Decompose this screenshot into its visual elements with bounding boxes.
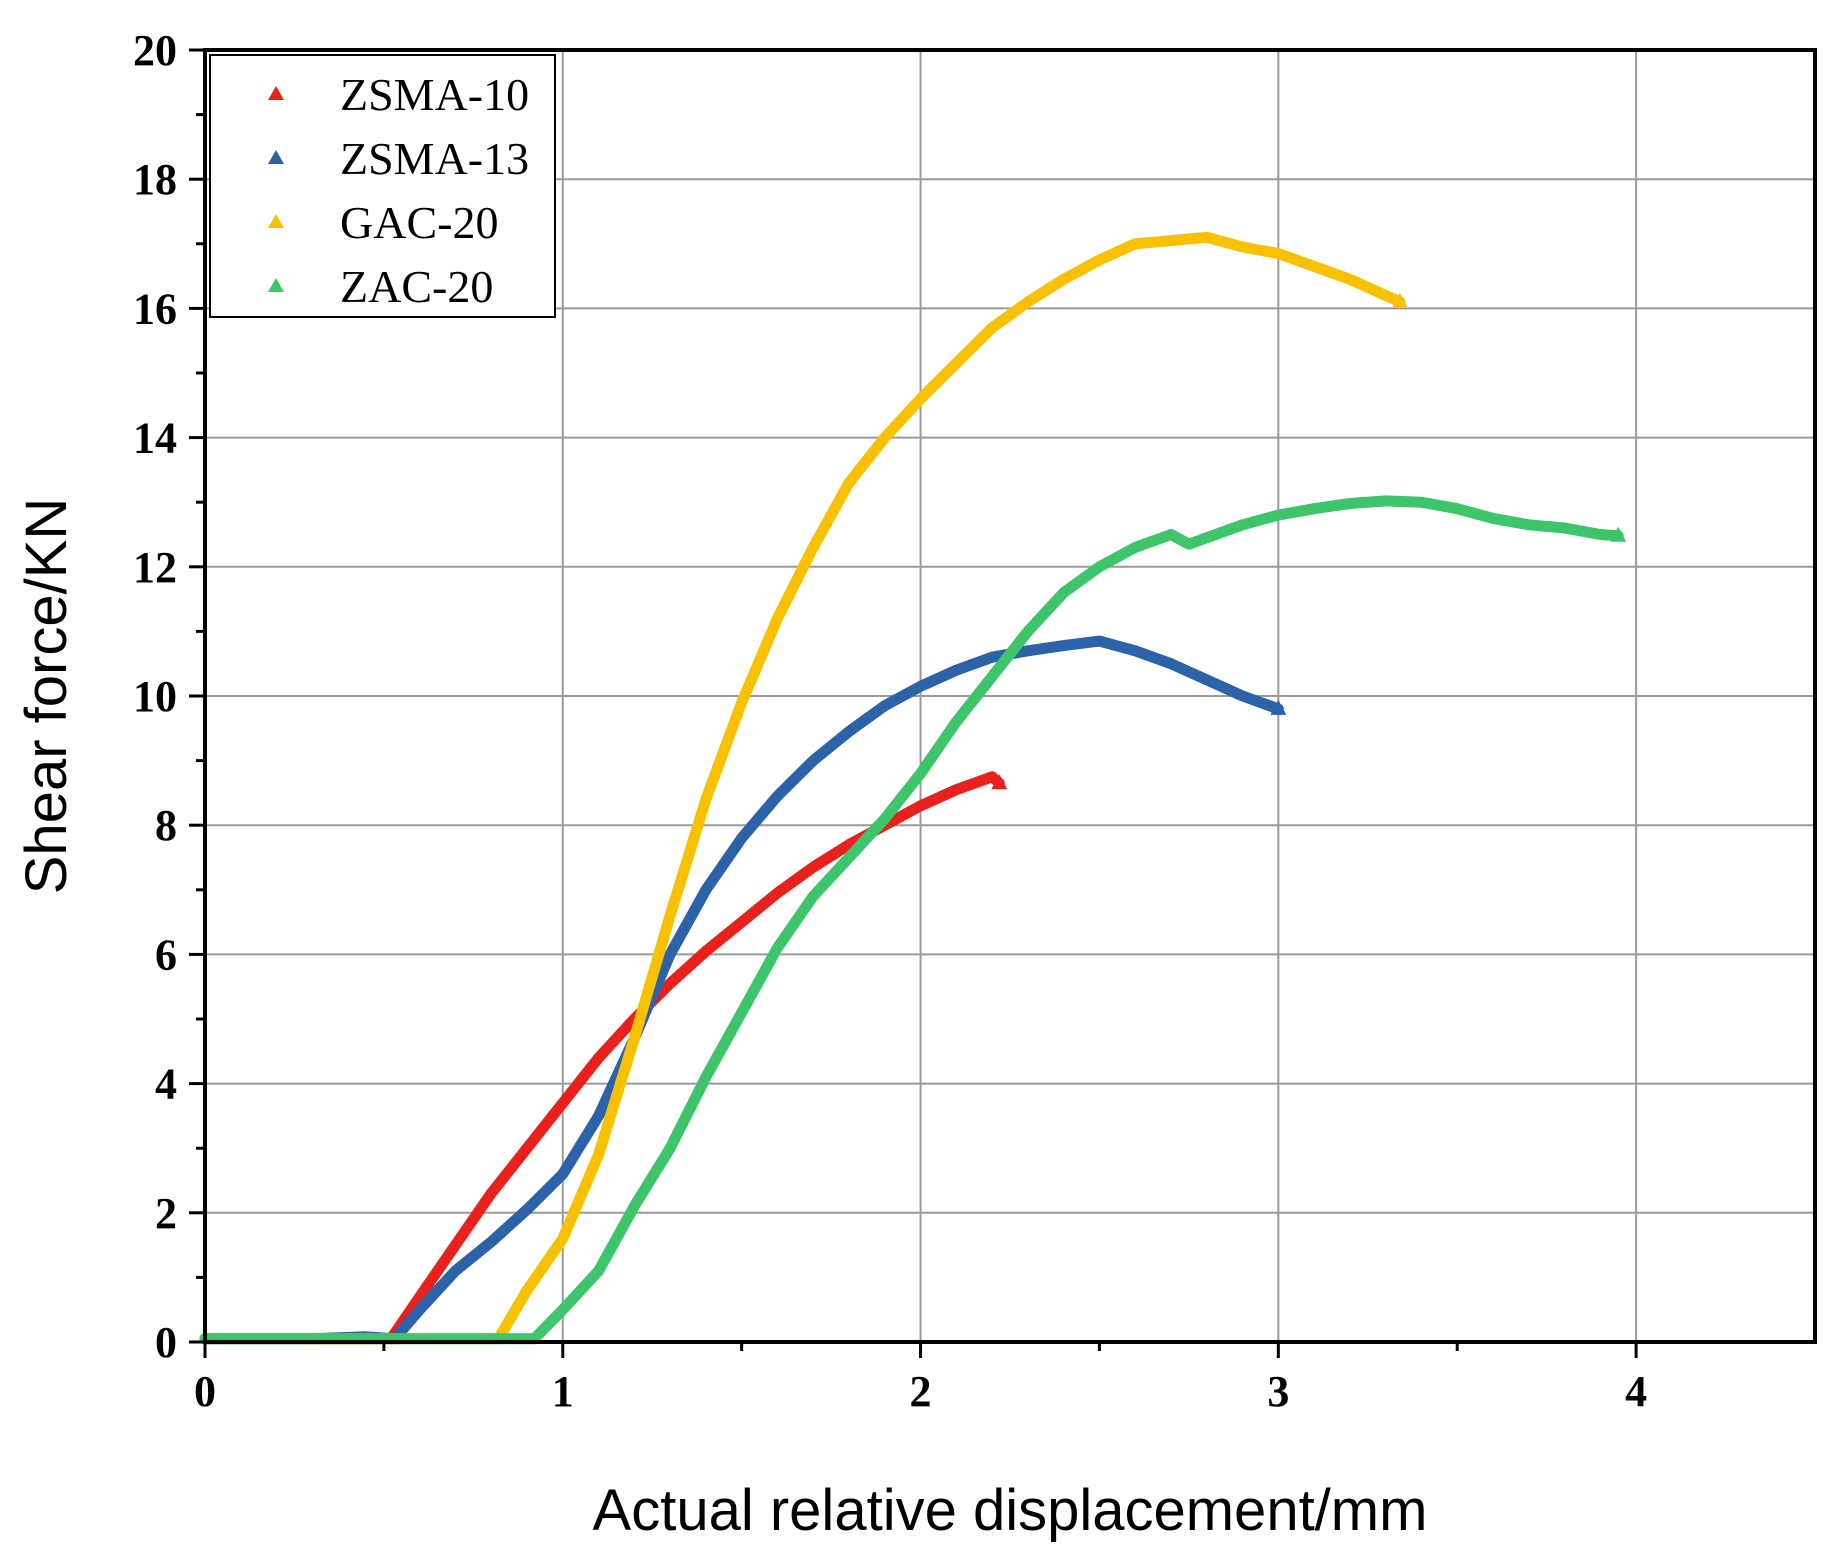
legend-label-zsma-13: ZSMA-13: [340, 133, 529, 184]
y-tick-label: 16: [133, 284, 177, 333]
y-axis-title: Shear force/KN: [14, 498, 79, 895]
legend-label-gac-20: GAC-20: [340, 197, 498, 248]
x-axis-title: Actual relative displacement/mm: [593, 1478, 1428, 1543]
y-tick-label: 6: [155, 930, 177, 979]
x-tick-label: 1: [552, 1367, 574, 1416]
legend: ZSMA-10 ZSMA-13 GAC-20 ZAC-20: [209, 54, 556, 318]
series-end-marker-gac-20: [1391, 292, 1408, 308]
legend-marker-gac-20: [268, 214, 284, 228]
y-tick-label: 0: [155, 1318, 177, 1367]
x-tick-label: 2: [910, 1367, 932, 1416]
y-tick-label: 18: [133, 155, 177, 204]
legend-label-zsma-10: ZSMA-10: [340, 69, 529, 120]
y-tick-label: 10: [133, 672, 177, 721]
legend-box: [209, 54, 556, 318]
y-tick-label: 14: [133, 414, 177, 463]
y-tick-label: 12: [133, 543, 177, 592]
series-end-marker-zsma-13: [1270, 699, 1287, 715]
series-end-marker-zac-20: [1610, 526, 1627, 542]
series-line-zsma-10: [199, 771, 1005, 1345]
x-tick-label: 4: [1625, 1367, 1647, 1416]
y-tick-label: 8: [155, 801, 177, 850]
series-layer: [199, 231, 1627, 1345]
y-tick-label: 2: [155, 1189, 177, 1238]
series-line-zac-20: [199, 495, 1624, 1345]
y-tick-label: 20: [133, 26, 177, 75]
legend-marker-zac-20: [268, 278, 284, 292]
legend-label-zac-20: ZAC-20: [340, 261, 493, 312]
x-tick-label: 3: [1267, 1367, 1289, 1416]
y-tick-label: 4: [155, 1060, 177, 1109]
legend-marker-zsma-10: [268, 86, 284, 100]
legend-marker-zsma-13: [268, 150, 284, 164]
series-end-marker-zsma-10: [991, 774, 1008, 790]
series-line-zsma-13: [199, 635, 1284, 1345]
x-tick-label: 0: [194, 1367, 216, 1416]
series-line-gac-20: [199, 231, 1406, 1345]
